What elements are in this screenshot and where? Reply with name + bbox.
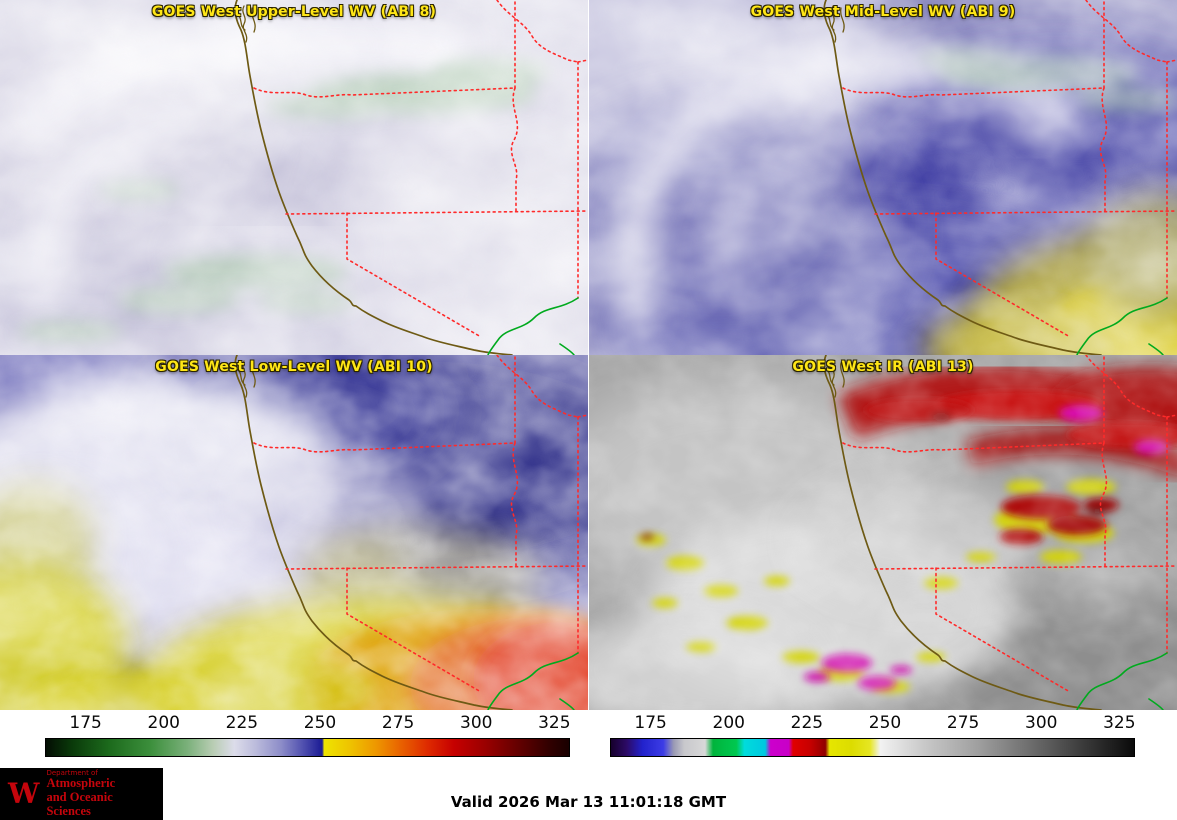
logo-line-oceanic: and Oceanic Sciences: [46, 789, 113, 818]
panel-title-abi8: GOES West Upper-Level WV (ABI 8): [151, 4, 437, 20]
panel-title-abi10: GOES West Low-Level WV (ABI 10): [155, 359, 433, 375]
wv-colorbar-block: 175 200 225 250 275 300 325: [45, 710, 571, 768]
tick-label: 275: [381, 713, 415, 733]
panel-title-abi13: GOES West IR (ABI 13): [792, 359, 974, 375]
wv-tick-row: 175 200 225 250 275 300 325: [45, 710, 570, 738]
tick-label: 275: [946, 713, 980, 733]
ir-tick-row: 175 200 225 250 275 300 325: [610, 710, 1135, 738]
colorbar-section: 175 200 225 250 275 300 325 175 200 225 …: [0, 710, 1177, 768]
panel-title-abi9: GOES West Mid-Level WV (ABI 9): [750, 4, 1016, 20]
wv-colorbar: [45, 738, 570, 757]
tick-label: 200: [712, 713, 745, 733]
panel-mid-level-wv: GOES West Mid-Level WV (ABI 9): [589, 0, 1177, 355]
tick-label: 250: [303, 713, 337, 733]
tick-label: 175: [634, 713, 667, 733]
tick-label: 200: [147, 713, 180, 733]
tick-label: 300: [1025, 713, 1058, 733]
abi10-imagery: [0, 355, 588, 710]
abi13-imagery: [589, 355, 1177, 710]
ir-colorbar-block: 175 200 225 250 275 300 325: [610, 710, 1136, 768]
uw-logo-text: Department of Atmospheric and Oceanic Sc…: [46, 768, 155, 819]
panel-upper-level-wv: GOES West Upper-Level WV (ABI 8): [0, 0, 588, 355]
tick-label: 225: [790, 713, 824, 733]
logo-line-department: Department of: [46, 768, 98, 777]
footer: W Department of Atmospheric and Oceanic …: [0, 768, 1177, 820]
abi9-imagery: [589, 0, 1177, 355]
tick-label: 225: [225, 713, 259, 733]
tick-label: 325: [538, 713, 571, 733]
valid-time-label: Valid 2026 Mar 13 11:01:18 GMT: [450, 793, 727, 811]
abi8-imagery: [0, 0, 588, 355]
logo-line-atmospheric: Atmospheric: [46, 776, 116, 791]
panel-low-level-wv: GOES West Low-Level WV (ABI 10): [0, 355, 588, 710]
tick-label: 175: [69, 713, 102, 733]
tick-label: 325: [1103, 713, 1136, 733]
uw-crest-icon: W: [8, 777, 40, 810]
tick-label: 250: [868, 713, 902, 733]
satellite-grid: GOES West Upper-Level WV (ABI 8): [0, 0, 1177, 710]
ir-colorbar: [610, 738, 1135, 757]
uw-aos-logo: W Department of Atmospheric and Oceanic …: [0, 768, 163, 820]
panel-ir: GOES West IR (ABI 13): [589, 355, 1177, 710]
tick-label: 300: [460, 713, 493, 733]
